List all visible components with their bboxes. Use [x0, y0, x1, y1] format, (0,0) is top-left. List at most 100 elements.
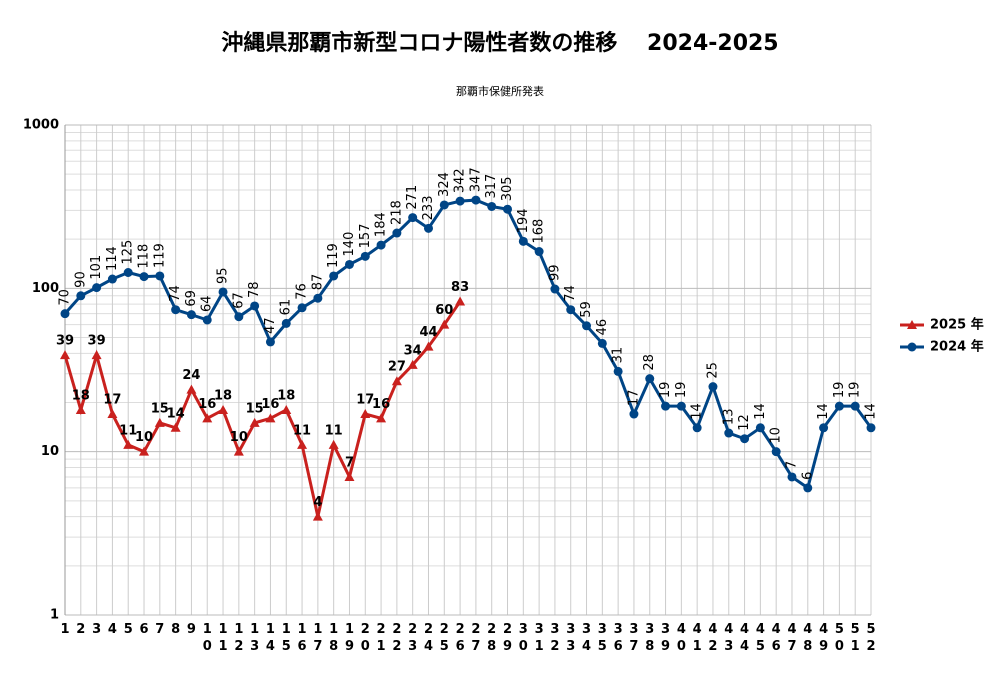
- data-label: 7: [345, 455, 354, 470]
- marker: [155, 271, 165, 281]
- marker: [613, 366, 623, 376]
- data-label: 78: [247, 281, 262, 298]
- marker: [455, 296, 466, 306]
- y-tick-label: 1000: [23, 118, 59, 133]
- marker: [154, 417, 165, 427]
- legend-label: 2025 年: [930, 317, 984, 333]
- y-tick-label: 1: [50, 608, 59, 623]
- data-label: 99: [547, 264, 562, 281]
- data-label: 67: [231, 292, 246, 309]
- data-label: 18: [214, 388, 232, 403]
- data-label: 39: [88, 334, 106, 349]
- data-label: 59: [579, 301, 594, 318]
- data-label: 64: [200, 295, 215, 312]
- data-label: 18: [277, 388, 295, 403]
- data-label: 118: [137, 244, 152, 269]
- marker: [439, 200, 449, 210]
- data-label: 218: [389, 200, 404, 225]
- marker: [218, 404, 229, 414]
- marker: [755, 423, 765, 433]
- marker: [787, 472, 797, 482]
- marker: [139, 446, 150, 456]
- data-label: 44: [419, 325, 437, 340]
- data-label: 31: [611, 347, 626, 364]
- marker: [661, 401, 671, 411]
- marker: [455, 196, 465, 206]
- marker: [803, 483, 813, 493]
- legend-label: 2024 年: [930, 339, 984, 355]
- data-label: 119: [152, 243, 167, 268]
- data-label: 90: [73, 271, 88, 288]
- data-label: 125: [121, 240, 136, 265]
- data-label: 16: [372, 397, 390, 412]
- data-label: 11: [119, 423, 137, 438]
- marker: [534, 247, 544, 257]
- marker: [344, 471, 355, 481]
- marker: [850, 401, 860, 411]
- marker: [233, 446, 244, 456]
- marker: [518, 236, 528, 246]
- data-label: 15: [151, 401, 169, 416]
- x-tick-label: 2: [76, 622, 85, 637]
- marker: [297, 303, 307, 313]
- marker: [629, 409, 639, 419]
- marker: [249, 417, 260, 427]
- data-label: 19: [848, 382, 863, 399]
- marker: [123, 439, 134, 449]
- marker: [171, 305, 181, 315]
- marker: [471, 195, 481, 205]
- marker: [218, 287, 228, 297]
- marker: [692, 423, 702, 433]
- marker: [107, 274, 117, 284]
- chart-subtitle: 那覇市保健所発表: [456, 84, 544, 98]
- data-label: 184: [374, 212, 389, 237]
- data-label: 18: [72, 388, 90, 403]
- marker: [866, 423, 876, 433]
- marker: [91, 350, 102, 360]
- data-label: 4: [313, 495, 322, 510]
- data-label: 83: [451, 280, 469, 295]
- grid: [64, 125, 872, 615]
- marker: [60, 350, 70, 360]
- data-label: 14: [816, 403, 831, 420]
- data-label: 11: [325, 423, 343, 438]
- marker: [123, 268, 133, 278]
- x-tick-label: 9: [187, 622, 196, 637]
- marker: [408, 213, 418, 223]
- data-label: 10: [769, 427, 784, 444]
- marker: [391, 376, 402, 386]
- data-label: 271: [405, 185, 420, 210]
- data-label: 6: [800, 472, 815, 480]
- marker: [107, 409, 118, 419]
- marker: [250, 301, 260, 311]
- data-label: 19: [832, 382, 847, 399]
- marker: [439, 319, 450, 329]
- data-label: 317: [484, 174, 499, 199]
- data-label: 19: [658, 382, 673, 399]
- data-label: 12: [737, 414, 752, 431]
- data-label: 305: [500, 176, 515, 201]
- marker: [329, 271, 339, 281]
- data-label: 16: [261, 397, 279, 412]
- marker: [423, 223, 433, 233]
- data-label: 342: [453, 168, 468, 193]
- marker: [676, 401, 686, 411]
